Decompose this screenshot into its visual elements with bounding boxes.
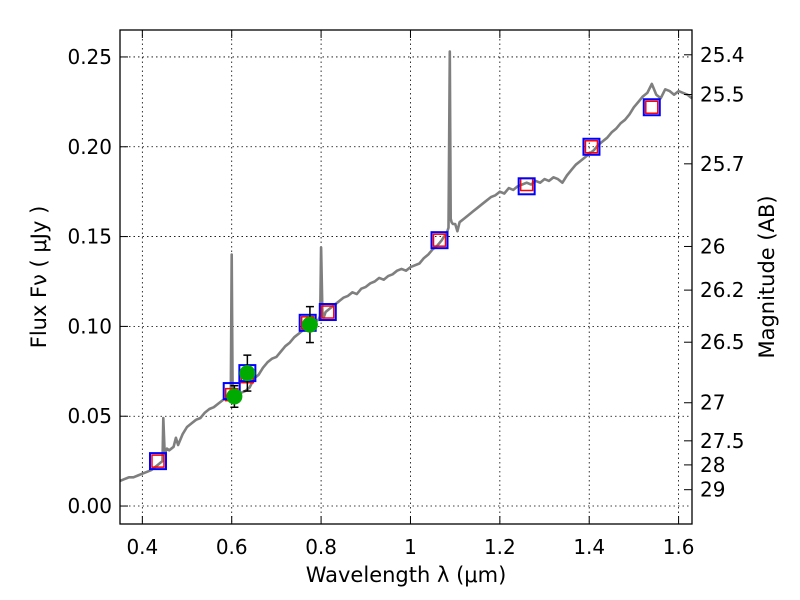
spectrum-layer [119, 50, 693, 483]
x-tick-label: 1.2 [484, 535, 516, 559]
y2-tick-label: 28 [700, 453, 725, 477]
y2-tick-label: 25.5 [700, 82, 745, 106]
plot-frame [119, 29, 693, 525]
y2-axis-title: Magnitude (AB) [755, 195, 779, 358]
model-photometry-point [645, 100, 659, 114]
y2-tick-label: 29 [700, 478, 725, 502]
x-tick-label: 1.6 [663, 535, 695, 559]
model-photometry-point [584, 140, 599, 154]
x-tick-label: 1.4 [573, 535, 605, 559]
y-tick-label: 0.00 [67, 494, 112, 518]
y2-tick-label: 27.5 [700, 429, 745, 453]
bandpass-flux-point [430, 231, 449, 250]
x-axis-title: Wavelength λ (μm) [306, 563, 507, 587]
tick-layer: 0.4 0.6 0.8 1 1.2 1.4 1.6 0.00 0.05 0.10 0.15 0.20 0… [67, 30, 745, 559]
y2-tick-label: 26.2 [700, 278, 745, 302]
x-tick-label: 0.8 [305, 535, 337, 559]
y2-tick-label: 25.7 [700, 152, 745, 176]
marker-layer [148, 98, 661, 471]
y2-tick-label: 27 [700, 391, 725, 415]
x-tick-label: 0.4 [126, 535, 158, 559]
model-photometry-point [151, 454, 165, 468]
bandpass-flux-point [318, 303, 337, 322]
observed-point [239, 365, 256, 382]
grid [120, 30, 692, 524]
y-axis-title: Flux Fν ( μJy ) [27, 206, 51, 349]
bandpass-flux-point [642, 98, 661, 117]
y-tick-label: 0.10 [67, 314, 112, 338]
x-tick-label: 0.6 [216, 535, 248, 559]
y-tick-label: 0.15 [67, 225, 112, 249]
y-tick-label: 0.20 [67, 135, 112, 159]
model-photometry-point [432, 233, 447, 247]
spectrum-line [119, 50, 693, 483]
y2-tick-label: 26.5 [700, 330, 745, 354]
y2-tick-label: 26 [700, 234, 725, 258]
bandpass-flux-point [517, 177, 536, 196]
model-photometry-point [321, 305, 335, 319]
bandpass-flux-point [582, 137, 601, 156]
observed-point [301, 316, 318, 333]
bandpass-flux-point [148, 452, 167, 471]
x-tick-label: 1 [404, 535, 417, 559]
y-tick-label: 0.25 [67, 45, 112, 69]
observed-point [226, 388, 243, 405]
y-tick-label: 0.05 [67, 404, 112, 428]
y2-tick-label: 25.4 [700, 43, 745, 67]
